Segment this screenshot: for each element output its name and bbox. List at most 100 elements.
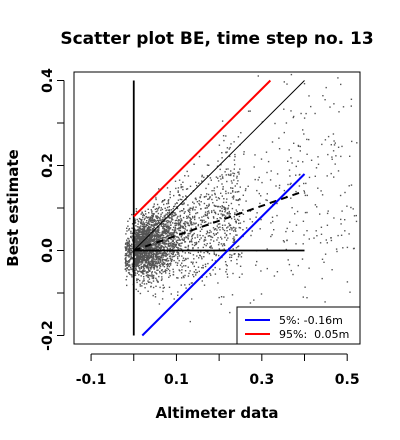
scatter-point [138, 234, 140, 237]
scatter-point [242, 194, 244, 196]
scatter-point [171, 233, 173, 236]
scatter-point [147, 228, 149, 230]
scatter-point [144, 256, 146, 258]
scatter-point [276, 214, 278, 217]
scatter-point [195, 261, 198, 264]
scatter-point [201, 174, 203, 177]
scatter-point [217, 177, 219, 179]
scatter-point [174, 228, 176, 230]
scatter-point [160, 244, 162, 247]
scatter-point [223, 220, 226, 222]
scatter-point [225, 215, 227, 217]
scatter-point [176, 251, 178, 254]
scatter-point [147, 260, 149, 262]
scatter-point [180, 235, 183, 238]
scatter-point [168, 272, 171, 275]
scatter-point [162, 223, 164, 225]
scatter-point [143, 238, 145, 241]
scatter-point [158, 261, 160, 264]
scatter-point [125, 261, 128, 263]
scatter-point [180, 186, 182, 189]
scatter-point [174, 231, 176, 233]
scatter-point [182, 251, 184, 253]
scatter-point [183, 259, 186, 262]
scatter-point [137, 243, 139, 246]
scatter-point [302, 243, 304, 245]
scatter-point [130, 249, 132, 251]
scatter-point [155, 253, 158, 255]
scatter-point [137, 290, 139, 292]
scatter-point [243, 151, 245, 153]
scatter-point [227, 208, 229, 210]
scatter-point [146, 243, 149, 246]
scatter-point [163, 286, 165, 289]
scatter-point [152, 231, 155, 233]
scatter-point [157, 253, 159, 255]
scatter-point [140, 275, 142, 277]
scatter-point [207, 183, 210, 185]
scatter-point [238, 190, 240, 193]
scatter-point [172, 244, 174, 246]
scatter-point [149, 216, 151, 218]
scatter-point [145, 240, 148, 243]
scatter-point [143, 280, 145, 282]
scatter-point [175, 222, 177, 224]
scatter-point [161, 219, 164, 221]
scatter-point [315, 167, 318, 169]
scatter-point [137, 253, 139, 255]
scatter-point [172, 233, 175, 236]
scatter-point [205, 187, 207, 190]
scatter-point [187, 237, 189, 239]
scatter-point [136, 231, 138, 234]
scatter-point [137, 257, 139, 260]
scatter-point [213, 229, 216, 231]
scatter-point [131, 257, 134, 259]
scatter-point [149, 246, 151, 248]
scatter-point [151, 214, 153, 217]
scatter-point [230, 173, 232, 175]
scatter-point [145, 252, 147, 254]
scatter-point [235, 222, 237, 224]
scatter-point [223, 139, 225, 142]
scatter-point [227, 192, 230, 194]
scatter-point [203, 176, 205, 179]
scatter-point [178, 194, 180, 196]
scatter-point [127, 251, 129, 253]
scatter-point [144, 217, 146, 220]
scatter-point [128, 249, 130, 252]
scatter-point [176, 222, 178, 224]
scatter-point [159, 218, 161, 220]
scatter-point [276, 173, 279, 175]
scatter-point [229, 213, 231, 215]
scatter-point [185, 198, 187, 201]
scatter-point [153, 226, 155, 228]
scatter-point [290, 197, 292, 199]
scatter-point [161, 242, 163, 245]
scatter-point [150, 256, 152, 258]
scatter-point [178, 226, 180, 229]
scatter-point [319, 213, 321, 215]
scatter-point [137, 223, 139, 225]
scatter-point [235, 234, 237, 236]
scatter-point [151, 234, 153, 237]
scatter-point [171, 258, 173, 261]
scatter-point [140, 233, 142, 236]
scatter-point [181, 198, 183, 201]
scatter-point [191, 207, 194, 210]
scatter-point [162, 237, 164, 239]
scatter-point [205, 221, 207, 223]
scatter-point [189, 232, 191, 235]
scatter-point [218, 248, 221, 250]
scatter-point [295, 165, 297, 168]
scatter-point [161, 234, 163, 236]
scatter-point [172, 274, 175, 276]
scatter-point [137, 241, 139, 243]
scatter-point [303, 192, 306, 194]
scatter-point [153, 218, 155, 221]
scatter-point [127, 264, 130, 266]
scatter-point [297, 145, 300, 147]
scatter-point [166, 265, 169, 268]
scatter-point [197, 247, 199, 249]
scatter-point [157, 248, 160, 251]
scatter-point [180, 210, 183, 212]
